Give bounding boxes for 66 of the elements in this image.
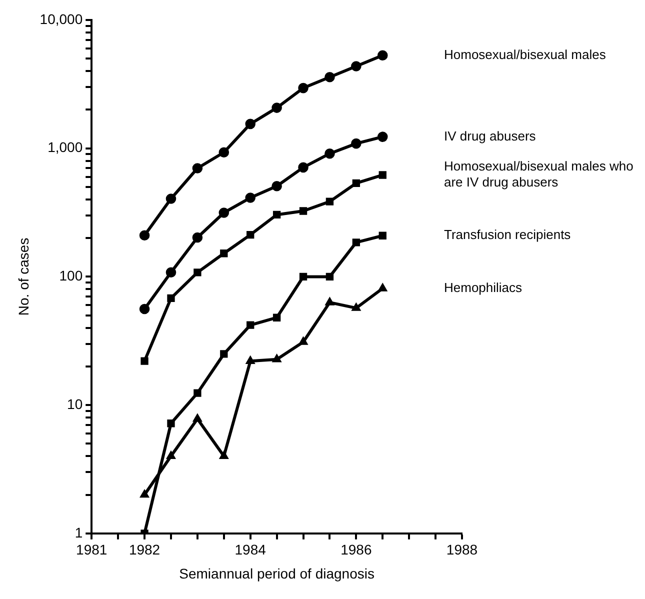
x-tick-label: 1988 [446,542,478,558]
point [219,450,228,460]
point [272,180,282,192]
point [272,102,282,113]
point [272,314,281,322]
point [325,297,334,306]
text: Homosexual/bisexual males who are IV drug abusers [444,158,634,190]
point [352,238,360,246]
point [298,162,308,173]
point [324,148,335,159]
point [218,147,230,158]
point [194,389,202,397]
point [166,450,176,460]
text: Homosexual/bisexual males [444,46,606,62]
point [298,336,308,345]
x-tick-label: 1982 [128,542,160,558]
point [299,207,308,215]
y-tick-label: 10 [67,396,83,412]
point [218,208,230,218]
point [351,138,362,149]
text: IV drug abusers [444,128,536,144]
point [298,82,308,94]
point [192,163,203,174]
y-tick-label: 10,000 [40,10,83,27]
point [326,198,334,206]
point [192,414,202,422]
point [246,230,254,239]
point [324,72,335,82]
point [166,194,176,204]
point [378,171,386,179]
point [246,321,254,329]
point [220,250,228,258]
y-tick-label: 1,000 [48,139,83,156]
y-tick-label: 1 [74,524,83,540]
point [140,490,150,498]
point [245,192,256,203]
x-axis-title: Semiannual period of diagnosis [179,565,374,582]
x-tick-label: 1984 [234,542,266,558]
point [272,210,281,219]
point [351,61,362,72]
point [352,179,360,188]
point [140,357,148,365]
point [245,118,256,130]
x-tick-label: 1986 [340,542,372,558]
point [192,232,203,243]
point [246,356,255,364]
point [352,302,361,311]
point [377,132,388,142]
x-tick-label: 1981 [76,542,108,558]
point [139,304,150,314]
y-tick-label: 100 [59,268,83,284]
point [139,230,150,240]
point [167,294,175,302]
text: Hemophiliacs [444,280,523,296]
point [272,354,282,362]
text: Transfusion recipients [444,227,572,242]
point [167,420,175,428]
point [166,267,176,278]
point [378,232,386,240]
point [377,50,388,61]
point [220,350,228,358]
point [299,272,308,281]
point [326,272,334,281]
point [194,268,202,276]
y-axis-title: No. of cases [15,238,32,316]
point [378,283,388,292]
